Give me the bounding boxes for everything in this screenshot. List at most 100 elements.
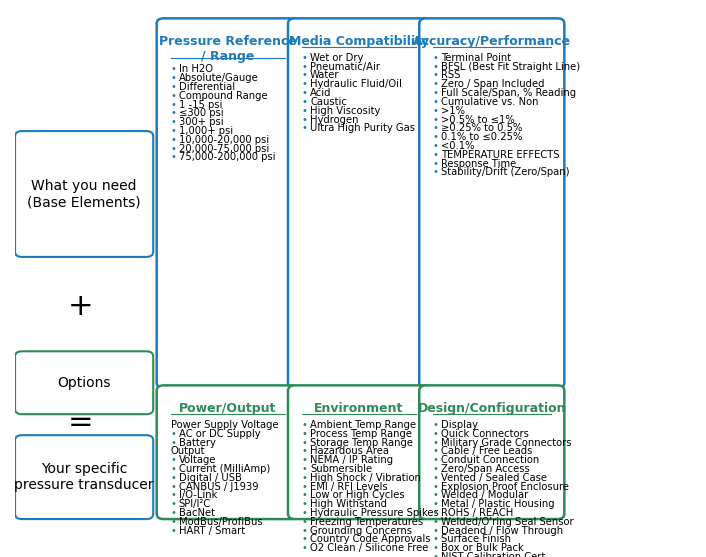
Text: •: • — [170, 437, 176, 447]
Text: •: • — [433, 552, 438, 557]
Text: •: • — [301, 97, 307, 107]
Text: •: • — [433, 132, 438, 142]
Text: 0.1% to ≤0.25%: 0.1% to ≤0.25% — [441, 132, 522, 142]
Text: Water: Water — [310, 71, 340, 80]
Text: •: • — [433, 437, 438, 447]
Text: •: • — [301, 508, 307, 518]
Text: Differential: Differential — [179, 82, 235, 92]
Text: 1 -15 psi: 1 -15 psi — [179, 100, 222, 110]
Text: •: • — [301, 543, 307, 553]
Text: +: + — [68, 292, 93, 321]
Text: •: • — [433, 141, 438, 151]
Text: •: • — [170, 144, 176, 154]
Text: •: • — [170, 153, 176, 163]
Text: Power Supply Voltage: Power Supply Voltage — [171, 420, 278, 430]
Text: Country Code Approvals: Country Code Approvals — [310, 534, 431, 544]
Text: Pneumatic/Air: Pneumatic/Air — [310, 62, 380, 72]
Text: Zero/Span Access: Zero/Span Access — [441, 464, 530, 474]
FancyBboxPatch shape — [157, 385, 299, 519]
Text: Current (MilliAmp): Current (MilliAmp) — [179, 464, 270, 474]
Text: O2 Clean / Silicone Free: O2 Clean / Silicone Free — [310, 543, 429, 553]
Text: >0.5% to ≤1%: >0.5% to ≤1% — [441, 115, 515, 125]
Text: •: • — [170, 526, 176, 536]
Text: •: • — [170, 429, 176, 439]
FancyBboxPatch shape — [157, 18, 299, 388]
Text: Pressure Reference
/ Range: Pressure Reference / Range — [159, 35, 297, 63]
Text: Explosion Proof Enclosure: Explosion Proof Enclosure — [441, 482, 569, 492]
Text: •: • — [301, 534, 307, 544]
Text: •: • — [170, 109, 176, 118]
Text: •: • — [301, 437, 307, 447]
Text: •: • — [301, 71, 307, 80]
Text: CANBUS / J1939: CANBUS / J1939 — [179, 482, 258, 492]
Text: •: • — [301, 473, 307, 483]
Text: Stability/Drift (Zero/Span): Stability/Drift (Zero/Span) — [441, 168, 570, 177]
Text: •: • — [433, 71, 438, 80]
Text: •: • — [301, 517, 307, 527]
Text: BFSL (Best Fit Straight Line): BFSL (Best Fit Straight Line) — [441, 62, 580, 72]
Text: Environment: Environment — [314, 402, 403, 415]
Text: Power/Output: Power/Output — [179, 402, 276, 415]
Text: •: • — [170, 100, 176, 110]
Text: •: • — [433, 499, 438, 509]
Text: Absolute/Gauge: Absolute/Gauge — [179, 73, 258, 83]
Text: NEMA / IP Rating: NEMA / IP Rating — [310, 455, 393, 465]
Text: Deadend / Flow Through: Deadend / Flow Through — [441, 526, 563, 536]
Text: Acid: Acid — [310, 88, 332, 98]
Text: •: • — [433, 88, 438, 98]
Text: Response Time: Response Time — [441, 159, 517, 169]
Text: •: • — [433, 455, 438, 465]
Text: EMI / RFI Levels: EMI / RFI Levels — [310, 482, 388, 492]
Text: •: • — [433, 168, 438, 177]
Text: Display: Display — [441, 420, 479, 430]
Text: •: • — [301, 123, 307, 133]
Text: Terminal Point: Terminal Point — [441, 53, 511, 63]
Text: Cable / Free Leads: Cable / Free Leads — [441, 446, 533, 456]
Text: TEMPERATURE EFFECTS: TEMPERATURE EFFECTS — [441, 150, 560, 160]
Text: •: • — [433, 429, 438, 439]
Text: •: • — [433, 62, 438, 72]
Text: Welded/O'ring Seal Sensor: Welded/O'ring Seal Sensor — [441, 517, 574, 527]
Text: •: • — [301, 446, 307, 456]
Text: •: • — [170, 508, 176, 518]
Text: •: • — [433, 79, 438, 89]
Text: ≥0.25% to 0.5%: ≥0.25% to 0.5% — [441, 123, 522, 133]
Text: •: • — [433, 526, 438, 536]
Text: •: • — [301, 482, 307, 492]
Text: •: • — [170, 73, 176, 83]
Text: •: • — [433, 159, 438, 169]
Text: Zero / Span Included: Zero / Span Included — [441, 79, 545, 89]
Text: •: • — [433, 123, 438, 133]
Text: •: • — [433, 115, 438, 125]
Text: Surface Finish: Surface Finish — [441, 534, 511, 544]
Text: Storage Temp Range: Storage Temp Range — [310, 437, 413, 447]
Text: Box or Bulk Pack: Box or Bulk Pack — [441, 543, 524, 553]
Text: •: • — [301, 455, 307, 465]
Text: •: • — [170, 455, 176, 465]
Text: High Viscosity: High Viscosity — [310, 106, 381, 116]
Text: 10,000-20,000 psi: 10,000-20,000 psi — [179, 135, 269, 145]
Text: •: • — [170, 135, 176, 145]
Text: Hydraulic Pressure Spikes: Hydraulic Pressure Spikes — [310, 508, 439, 518]
Text: Caustic: Caustic — [310, 97, 347, 107]
Text: Metal / Plastic Housing: Metal / Plastic Housing — [441, 499, 555, 509]
FancyBboxPatch shape — [419, 18, 564, 388]
Text: Ultra High Purity Gas: Ultra High Purity Gas — [310, 123, 415, 133]
Text: •: • — [433, 490, 438, 500]
FancyBboxPatch shape — [288, 385, 430, 519]
Text: •: • — [433, 543, 438, 553]
Text: •: • — [433, 473, 438, 483]
Text: High Withstand: High Withstand — [310, 499, 387, 509]
Text: •: • — [301, 464, 307, 474]
Text: RSS: RSS — [441, 71, 461, 80]
Text: •: • — [170, 82, 176, 92]
Text: Low or High Cycles: Low or High Cycles — [310, 490, 405, 500]
Text: 1,000+ psi: 1,000+ psi — [179, 126, 233, 136]
Text: Conduit Connection: Conduit Connection — [441, 455, 539, 465]
Text: •: • — [170, 91, 176, 101]
Text: •: • — [433, 53, 438, 63]
Text: Options: Options — [57, 376, 111, 390]
Text: •: • — [301, 79, 307, 89]
Text: Battery: Battery — [179, 437, 215, 447]
Text: <0.1%: <0.1% — [441, 141, 475, 151]
